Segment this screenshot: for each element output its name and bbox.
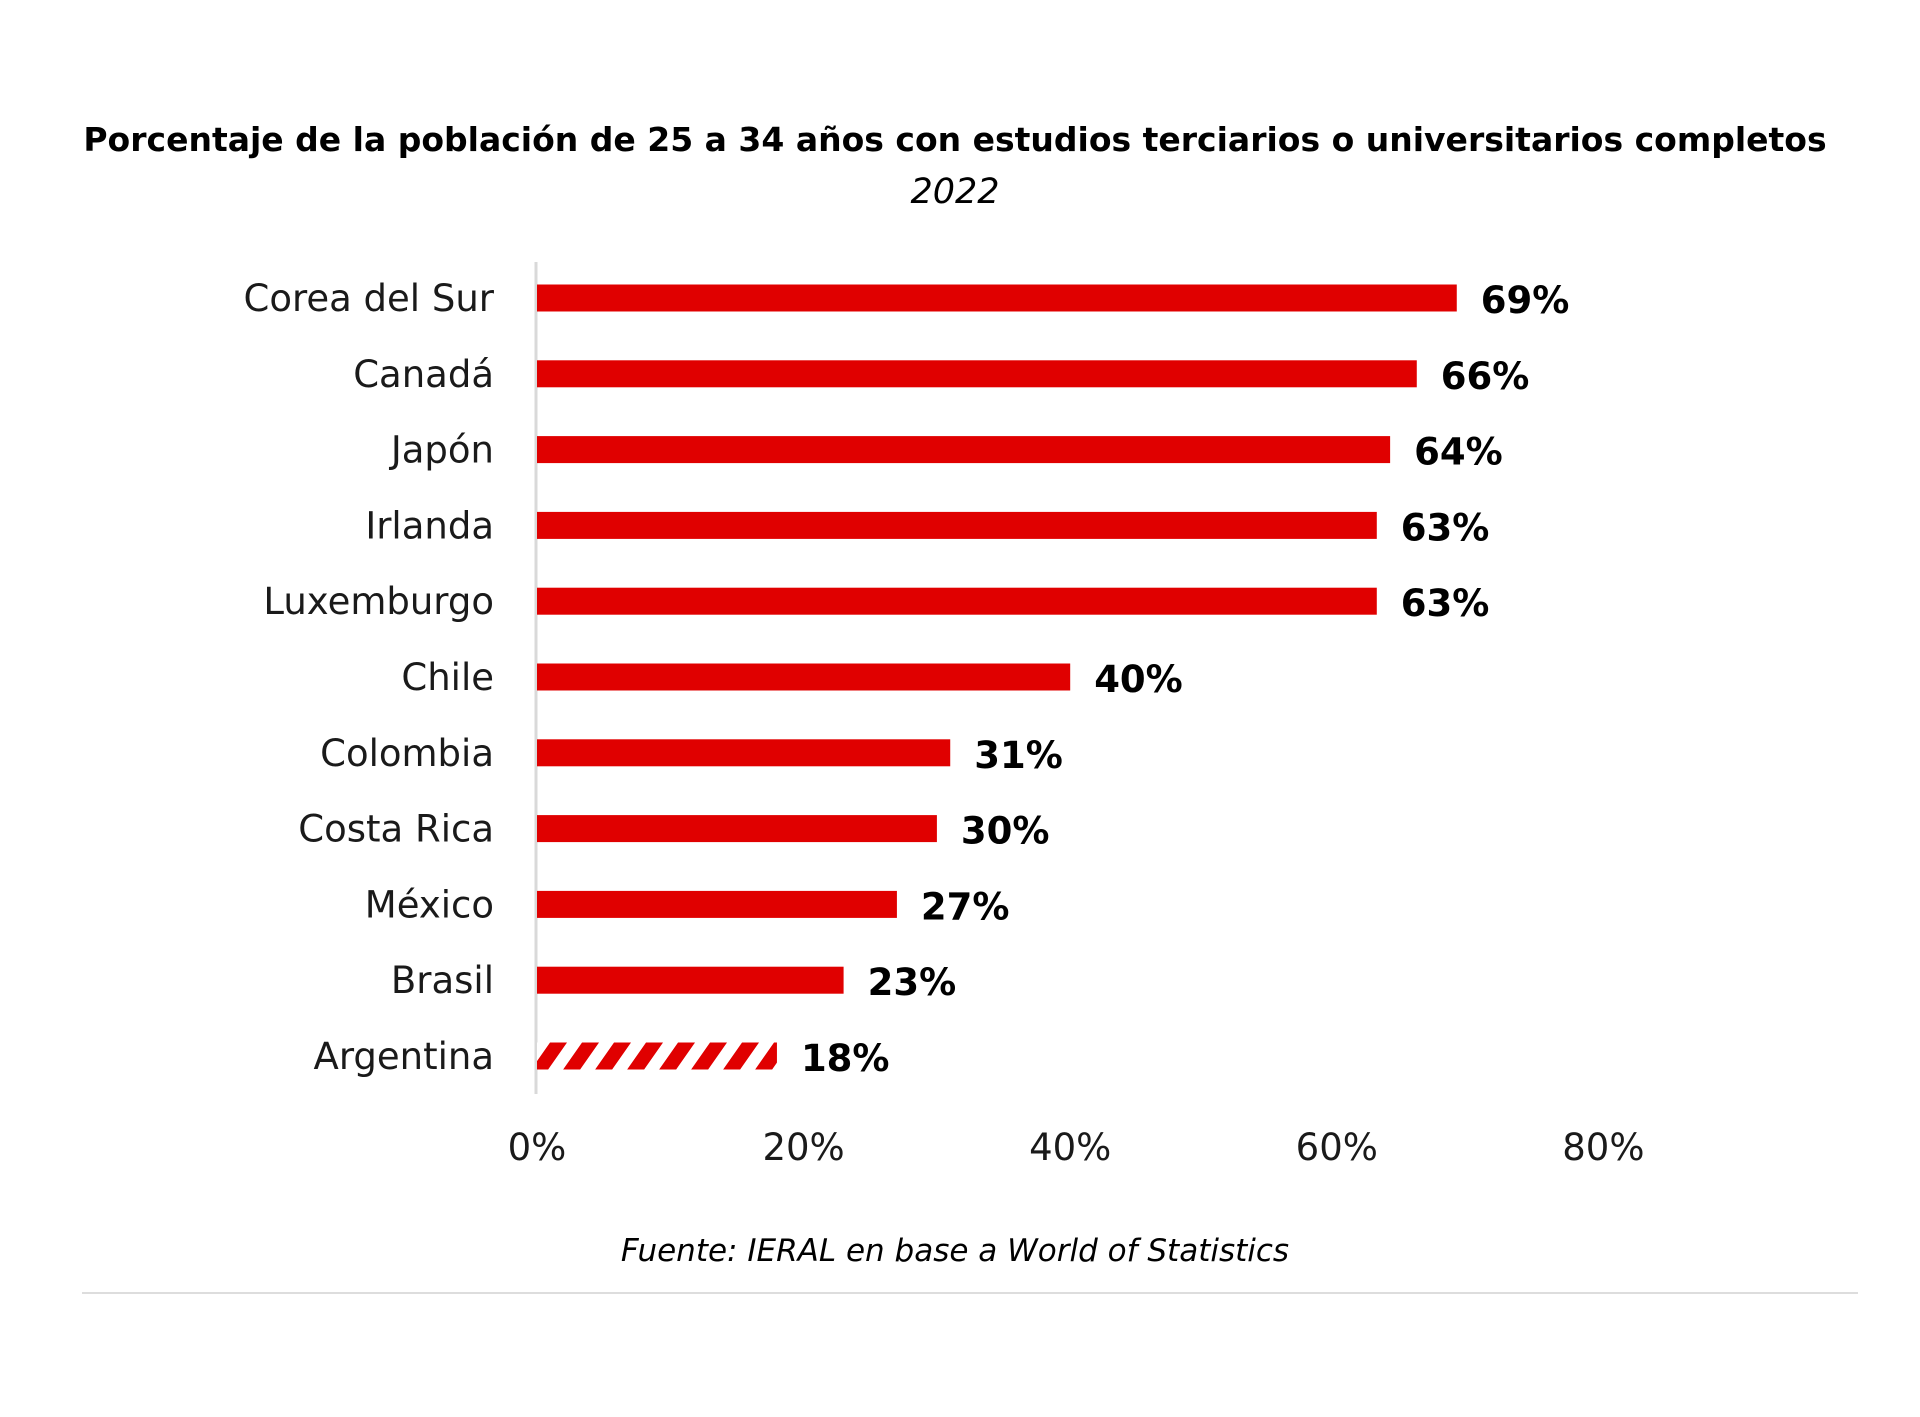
category-label-costa-rica: Costa Rica [298,808,494,851]
bar-mexico [537,890,897,918]
bar-canada [537,360,1417,388]
category-label-corea-del-sur: Corea del Sur [243,277,494,320]
bar-corea-del-sur [537,284,1457,312]
x-tick-label-0: 0% [508,1126,567,1169]
bar-colombia [537,739,951,767]
value-label-chile: 40% [1094,658,1183,701]
x-axis-ticks: 0% 20% 40% 60% 80% [508,1126,1645,1169]
x-tick-label-80: 80% [1562,1126,1644,1169]
bar-luxemburgo [537,587,1377,615]
category-label-luxemburgo: Luxemburgo [263,580,494,623]
x-tick-label-40: 40% [1029,1126,1111,1169]
bar-argentina [537,1042,777,1070]
source-note: Fuente: IERAL en base a World of Statist… [621,1233,1289,1269]
x-tick-label-60: 60% [1296,1126,1378,1169]
category-label-japon: Japón [389,429,494,472]
value-label-luxemburgo: 63% [1401,582,1490,625]
value-label-brasil: 23% [868,961,957,1004]
bar-japon [537,436,1391,464]
value-label-canada: 66% [1441,355,1530,398]
bar-brasil [537,966,844,994]
bar-irlanda [537,511,1377,539]
value-label-colombia: 31% [974,734,1063,777]
value-label-costa-rica: 30% [961,810,1050,853]
value-label-irlanda: 63% [1401,506,1490,549]
value-label-mexico: 27% [921,885,1010,928]
category-label-mexico: México [365,883,494,926]
chart-subtitle: 2022 [910,172,999,212]
value-label-japon: 64% [1414,431,1503,474]
category-label-irlanda: Irlanda [365,504,494,547]
value-label-corea-del-sur: 69% [1481,279,1570,322]
bars-group: Corea del Sur 69% Canadá 66% Japón 64% Irlanda… [243,277,1569,1080]
category-label-argentina: Argentina [314,1035,494,1078]
bar-chile [537,663,1071,691]
category-label-chile: Chile [401,656,494,699]
category-label-canada: Canadá [353,353,494,396]
category-label-brasil: Brasil [391,959,494,1002]
bar-costa-rica [537,815,937,843]
chart-title: Porcentaje de la población de 25 a 34 añ… [83,120,1826,159]
category-label-colombia: Colombia [320,732,494,775]
x-tick-label-20: 20% [762,1126,844,1169]
value-label-argentina: 18% [801,1037,890,1080]
